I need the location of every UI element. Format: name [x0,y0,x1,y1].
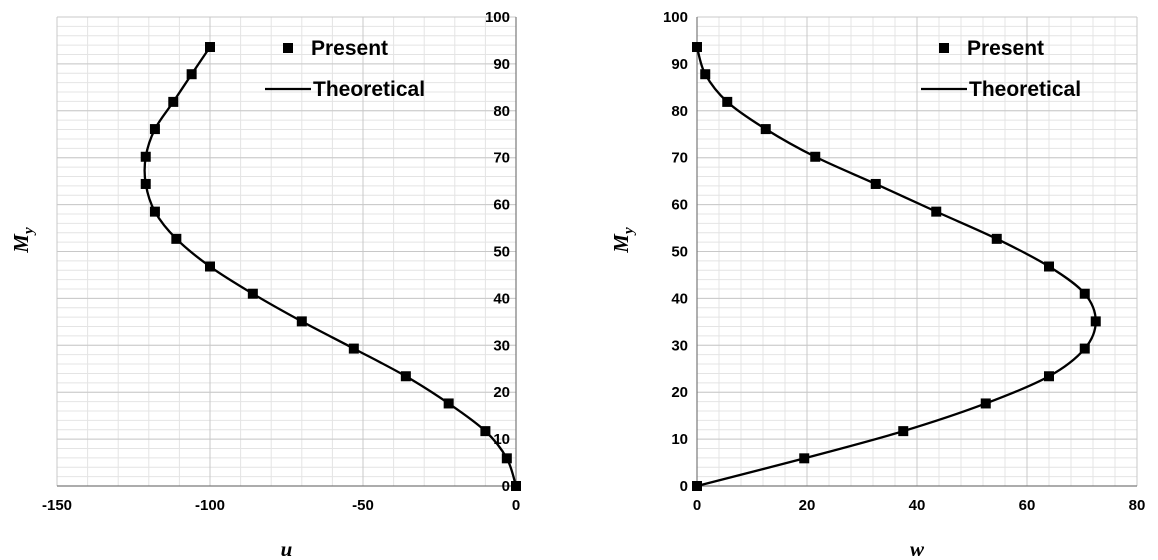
y-tick-label: 20 [493,384,510,401]
series-present-marker [168,96,179,107]
series-present-marker [480,426,491,437]
series-present-marker [799,453,810,464]
series-present-marker [931,206,942,217]
y-tick-label: 90 [493,56,510,73]
y-tick-label: 100 [485,9,510,26]
series-present-marker [810,151,821,162]
series-present-marker [140,151,151,162]
x-tick-label: -50 [352,497,374,514]
series-present-marker [980,398,991,409]
series-present-marker [149,206,160,217]
y-tick-label: 40 [671,290,688,307]
y-tick-label: 70 [493,150,510,167]
y-axis-title: My [9,227,37,254]
y-tick-label: 100 [663,9,688,26]
y-tick-label: 60 [671,197,688,214]
x-tick-label: 80 [1129,497,1146,514]
series-present-marker [692,42,702,53]
y-tick-label: 80 [493,103,510,120]
series-present-marker [501,453,512,464]
series-present-marker [722,96,733,107]
y-axis-title: My [609,227,637,254]
series-present-marker [511,481,521,491]
legend-present-marker [283,43,293,53]
series-present-marker [1090,316,1101,327]
series-present-marker [700,69,711,80]
series-present-marker [296,316,307,327]
series-present-marker [186,69,197,80]
x-axis-title: u [281,537,293,560]
legend: Present Theoretical [265,37,425,101]
x-tick-label: 0 [693,497,701,514]
y-tick-label: 10 [671,431,688,448]
y-axis-title-subscript: y [621,227,637,236]
legend-present-marker [939,43,949,53]
legend-theoretical-label: Theoretical [969,78,1081,101]
series-present-marker [205,261,215,272]
y-tick-label: 0 [502,478,510,495]
chart-2: 0 10 20 30 40 50 60 70 80 90 100 0 20 40 60 80 w My Presen… [609,9,1145,560]
series-present-marker [1079,343,1090,354]
y-axis-title-main: M [609,233,633,254]
y-tick-label: 0 [680,478,688,495]
y-tick-label: 90 [671,56,688,73]
series-present-marker [991,233,1002,244]
y-tick-label: 10 [493,431,510,448]
y-axis-title-main: M [9,233,33,254]
y-tick-label: 40 [493,290,510,307]
series-present-marker [348,343,359,354]
y-tick-label: 30 [671,337,688,354]
series-present-marker [898,426,909,437]
series-present-marker [400,371,411,382]
y-tick-label: 70 [671,150,688,167]
series-present-marker [140,178,151,189]
chart-1: 0 10 20 30 40 50 60 70 80 90 100 -150 -100 -50 0 u My Pre… [9,9,521,560]
y-tick-label: 50 [493,244,510,261]
legend-present-label: Present [967,37,1044,60]
series-present-marker [443,398,454,409]
series-present-marker [760,124,771,135]
series-present-marker [870,178,881,189]
y-tick-label: 80 [671,103,688,120]
y-tick-label: 50 [671,244,688,261]
x-axis-title: w [910,537,925,560]
x-tick-label: -100 [195,497,225,514]
series-present-marker [205,42,215,53]
y-axis-title-subscript: y [21,227,37,236]
x-tick-label: -150 [42,497,72,514]
series-present-marker [247,288,258,299]
y-tick-label: 60 [493,197,510,214]
x-tick-label: 0 [512,497,520,514]
x-tick-label: 60 [1019,497,1036,514]
x-tick-label: 20 [799,497,816,514]
legend: Present Theoretical [921,37,1081,101]
y-tick-label: 20 [671,384,688,401]
series-present-marker [171,233,182,244]
series-present-marker [692,481,702,491]
series-present-marker [1079,288,1090,299]
series-present-marker [1044,371,1054,382]
y-tick-label: 30 [493,337,510,354]
series-present-marker [149,124,160,135]
x-tick-label: 40 [909,497,926,514]
legend-present-label: Present [311,37,388,60]
series-present-marker [1044,261,1054,272]
legend-theoretical-label: Theoretical [313,78,425,101]
